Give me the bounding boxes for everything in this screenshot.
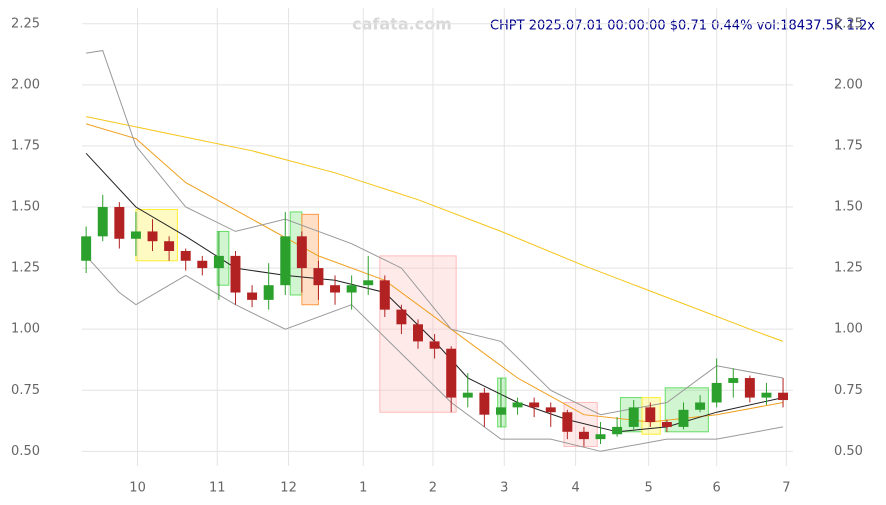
y-tick-label: 1.00	[11, 322, 40, 337]
candle-body	[97, 207, 108, 237]
candle-body	[446, 348, 457, 398]
candle-body	[346, 285, 357, 293]
candle-body	[512, 402, 523, 408]
candle-body	[114, 207, 125, 239]
candle-body	[213, 255, 224, 269]
candle-body	[81, 236, 92, 261]
x-tick-label: 10	[129, 481, 146, 496]
candle-body	[778, 392, 789, 401]
candle-body	[612, 426, 623, 435]
candle-body	[462, 392, 473, 398]
indicator-line	[85, 116, 784, 342]
y-tick-label-right: 1.00	[834, 322, 863, 337]
y-tick-label-right: 2.25	[834, 16, 863, 31]
candle-body	[744, 378, 755, 398]
y-tick-label-right: 2.00	[834, 77, 863, 92]
candle-body	[711, 382, 722, 403]
candle-body	[164, 241, 175, 251]
candle-body	[678, 409, 689, 427]
y-tick-label: 1.25	[11, 261, 40, 276]
x-tick-label: 4	[571, 481, 579, 496]
candle-body	[230, 255, 241, 293]
zone	[497, 377, 507, 428]
x-tick-label: 5	[645, 481, 653, 496]
candle-body	[263, 285, 274, 300]
candle-body	[578, 431, 589, 440]
candle-body	[529, 402, 540, 408]
candle-body	[330, 285, 341, 293]
candle-body	[645, 407, 656, 423]
x-tick-label: 6	[713, 481, 721, 496]
y-tick-label: 2.00	[11, 77, 40, 92]
y-tick-label-right: 1.75	[834, 138, 863, 153]
candle-body	[147, 231, 158, 242]
candle-body	[429, 341, 440, 349]
y-tick-label: 0.75	[11, 383, 40, 398]
candle-body	[495, 407, 506, 415]
candle-body	[180, 250, 191, 261]
x-tick-label: 3	[500, 481, 508, 496]
indicator-line	[85, 123, 784, 423]
candle-body	[313, 268, 324, 286]
candle-body	[695, 402, 706, 410]
y-tick-label-right: 1.25	[834, 261, 863, 276]
x-tick-label: 2	[429, 481, 437, 496]
candle-body	[247, 292, 258, 300]
y-tick-label-right: 1.50	[834, 200, 863, 215]
indicator-line	[85, 255, 784, 452]
x-tick-label: 7	[782, 481, 790, 496]
y-tick-label-right: 0.75	[834, 383, 863, 398]
candle-body	[479, 392, 490, 415]
candle-body	[363, 280, 374, 286]
candle-body	[562, 412, 573, 432]
y-tick-label-right: 0.50	[834, 444, 863, 459]
y-tick-label: 1.75	[11, 138, 40, 153]
indicator-line	[86, 50, 784, 416]
candle-body	[661, 422, 672, 427]
chart-title: CHPT 2025.07.01 00:00:00 $0.71 0.44% vol…	[490, 19, 875, 34]
candle-body	[413, 324, 423, 342]
candle-body	[595, 434, 606, 440]
candle-body	[130, 231, 141, 239]
x-tick-label: 11	[209, 481, 226, 496]
y-tick-label: 1.50	[11, 200, 40, 215]
candle-body	[628, 407, 639, 427]
candle-body	[396, 309, 407, 325]
candle-body	[296, 236, 307, 269]
candle-body	[197, 260, 208, 269]
y-tick-label: 0.50	[11, 444, 40, 459]
candle-body	[728, 378, 739, 383]
candle-body	[379, 280, 390, 310]
x-tick-label: 1	[359, 481, 367, 496]
y-tick-label: 2.25	[11, 16, 40, 31]
candle-body	[761, 392, 772, 398]
x-tick-label: 12	[280, 481, 297, 496]
candle-body	[280, 236, 291, 286]
candle-body	[545, 407, 556, 413]
